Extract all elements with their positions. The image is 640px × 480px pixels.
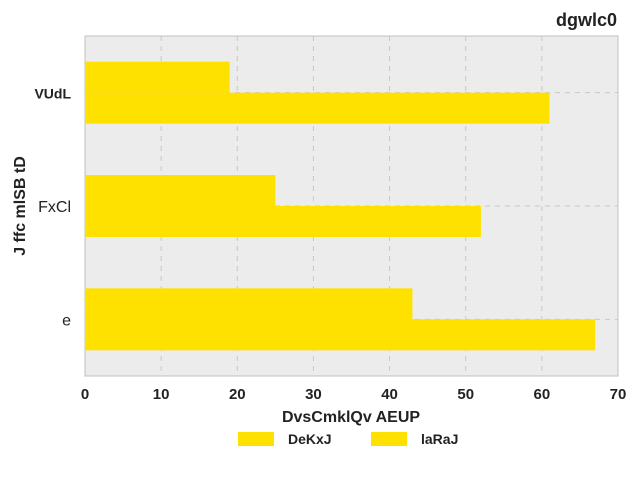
y-category-label: e: [62, 312, 71, 329]
bars: [85, 61, 596, 351]
bar-laRaJ-VUdL: [85, 92, 550, 124]
x-axis-title: DvsCmklQv AEUP: [282, 409, 420, 426]
y-category-labels: VUdL FxCl e: [34, 86, 71, 330]
x-tick-labels: 0 10 20 30 40 50 60 70: [81, 386, 627, 403]
x-tick-label: 0: [81, 386, 89, 403]
bar-DeKxJ-e: [85, 288, 413, 320]
y-category-label: FxCl: [38, 199, 71, 216]
legend-label-series-1: DeKxJ: [288, 431, 332, 447]
legend: DeKxJ laRaJ: [238, 431, 458, 447]
x-tick-label: 40: [381, 386, 398, 403]
y-category-label: VUdL: [34, 86, 71, 102]
x-tick-label: 60: [534, 386, 551, 403]
x-tick-label: 20: [229, 386, 246, 403]
x-tick-label: 30: [305, 386, 322, 403]
y-axis-title: J ffc mlSB tD: [12, 156, 29, 256]
chart-title: dgwlc0: [556, 10, 617, 30]
bar-DeKxJ-FxCl: [85, 175, 276, 206]
x-tick-label: 70: [610, 386, 627, 403]
legend-label-series-2: laRaJ: [421, 431, 458, 447]
bar-DeKxJ-VUdL: [85, 61, 230, 93]
x-tick-label: 10: [153, 386, 170, 403]
bar-laRaJ-e: [85, 319, 596, 351]
legend-swatch-series-2: [371, 432, 407, 446]
bar-laRaJ-FxCl: [85, 206, 481, 237]
x-tick-label: 50: [457, 386, 474, 403]
legend-swatch-series-1: [238, 432, 274, 446]
